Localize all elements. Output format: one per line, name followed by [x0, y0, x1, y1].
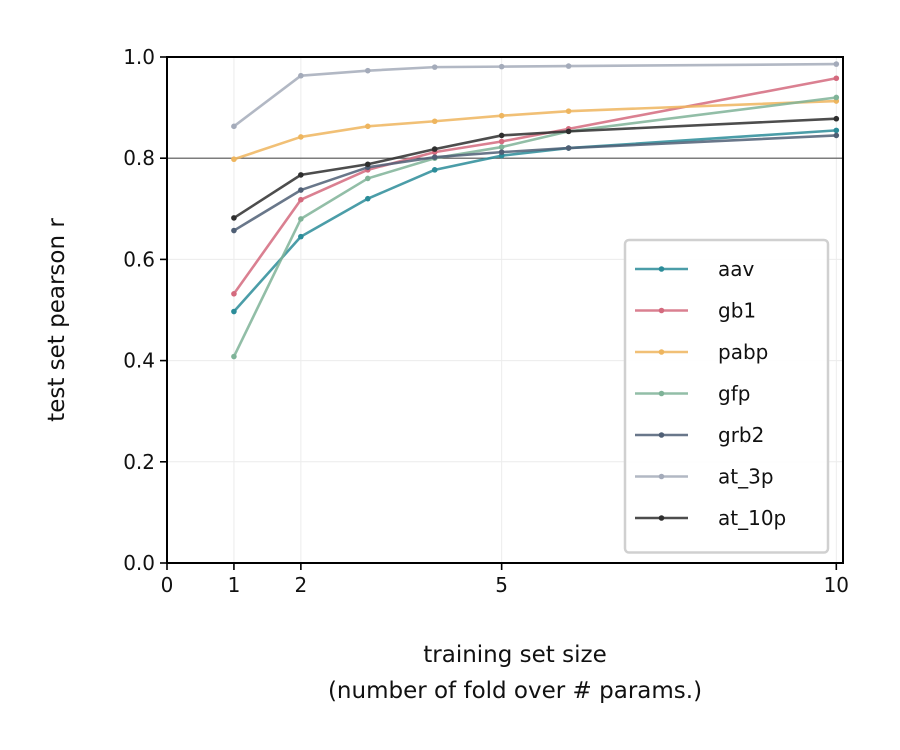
data-point-pabp	[298, 134, 304, 140]
legend-item-at_3p: at_3p	[635, 465, 774, 489]
data-point-aav	[833, 127, 840, 134]
legend-box	[623, 238, 830, 554]
data-point-grb2	[833, 132, 840, 139]
legend-marker	[658, 473, 665, 480]
legend-label: at_10p	[718, 506, 786, 530]
data-point-at_10p	[364, 161, 371, 168]
legend-marker	[658, 515, 665, 521]
legend-item-at_10p: at_10p	[635, 506, 786, 530]
y-tick-label: 1.0	[123, 45, 155, 69]
x-tick-label: 10	[824, 573, 849, 597]
data-point-aav	[431, 167, 438, 173]
legend-item-aav: aav	[635, 257, 755, 281]
y-tick-label: 0.4	[123, 349, 155, 373]
legend-label: at_3p	[718, 465, 774, 489]
x-tick-label: 0	[161, 573, 174, 597]
legend-label: grb2	[718, 423, 764, 447]
y-tick-label: 0.8	[123, 146, 155, 170]
y-tick-label: 0.2	[123, 450, 155, 474]
data-point-at_10p	[298, 172, 304, 178]
data-point-at_3p	[498, 63, 505, 70]
data-point-at_10p	[833, 115, 840, 122]
legend-marker	[658, 432, 665, 438]
data-point-pabp	[431, 118, 438, 125]
series-layer	[231, 61, 840, 360]
data-point-grb2	[431, 154, 438, 160]
data-point-aav	[364, 195, 371, 202]
y-tick-label: 0.0	[123, 551, 155, 575]
series-grb2	[231, 132, 840, 234]
legend-label: gfp	[718, 382, 750, 406]
x-tick-label: 1	[228, 573, 241, 597]
data-point-gfp	[298, 216, 304, 222]
legend-label: aav	[718, 257, 755, 281]
data-point-at_10p	[498, 132, 505, 139]
legend-item-pabp: pabp	[635, 340, 768, 364]
x-tick-label: 5	[495, 573, 508, 597]
legend-marker	[658, 390, 665, 397]
legend: aav gb1 pabp gfp grb2 at_3p at_10p	[623, 238, 830, 554]
data-point-gb1	[231, 291, 237, 297]
legend-item-gfp: gfp	[635, 382, 750, 406]
data-point-aav	[298, 233, 304, 240]
legend-item-gb1: gb1	[635, 299, 756, 323]
series-pabp	[231, 98, 840, 163]
data-point-at_3p	[298, 72, 304, 79]
data-point-at_10p	[231, 215, 237, 221]
data-point-gb1	[298, 196, 304, 203]
y-axis-label: test set pearson r	[44, 218, 70, 422]
data-point-grb2	[298, 187, 304, 193]
data-point-at_3p	[364, 67, 371, 74]
legend-label: pabp	[718, 340, 768, 364]
legend-marker	[658, 349, 665, 355]
data-point-aav	[231, 308, 237, 315]
data-point-pabp	[565, 108, 572, 114]
data-point-at_3p	[431, 64, 438, 70]
x-axis-label: training set size	[423, 642, 606, 668]
data-point-at_10p	[431, 146, 438, 152]
data-point-gfp	[498, 144, 505, 150]
y-tick-label: 0.6	[123, 247, 155, 271]
data-point-grb2	[231, 227, 237, 234]
series-line-grb2	[233, 134, 837, 232]
data-point-at_3p	[565, 63, 572, 69]
data-point-at_10p	[565, 128, 572, 135]
data-point-at_3p	[231, 123, 237, 130]
x-tick-label: 2	[294, 573, 307, 597]
data-point-gfp	[364, 175, 371, 182]
x-axis-label-line2: (number of fold over # params.)	[328, 678, 702, 704]
data-point-grb2	[498, 149, 505, 155]
data-point-grb2	[565, 145, 572, 151]
series-at_3p	[231, 61, 840, 130]
legend-marker	[658, 266, 665, 272]
data-point-pabp	[498, 112, 505, 119]
data-point-gb1	[833, 75, 840, 82]
plot-frame	[166, 56, 844, 564]
data-point-gb1	[498, 138, 505, 145]
data-point-gfp	[231, 353, 237, 360]
series-at_10p	[231, 115, 840, 221]
tick-layer: 0.0 0.2 0.4 0.6 0.8 1.0 0 1 2 5 10	[123, 45, 849, 597]
legend-item-grb2: grb2	[635, 423, 764, 447]
data-point-pabp	[364, 123, 371, 130]
legend-label: gb1	[718, 299, 756, 323]
data-point-gfp	[833, 94, 840, 101]
legend-marker	[658, 307, 665, 314]
data-point-pabp	[231, 156, 237, 163]
data-point-at_3p	[833, 61, 840, 67]
